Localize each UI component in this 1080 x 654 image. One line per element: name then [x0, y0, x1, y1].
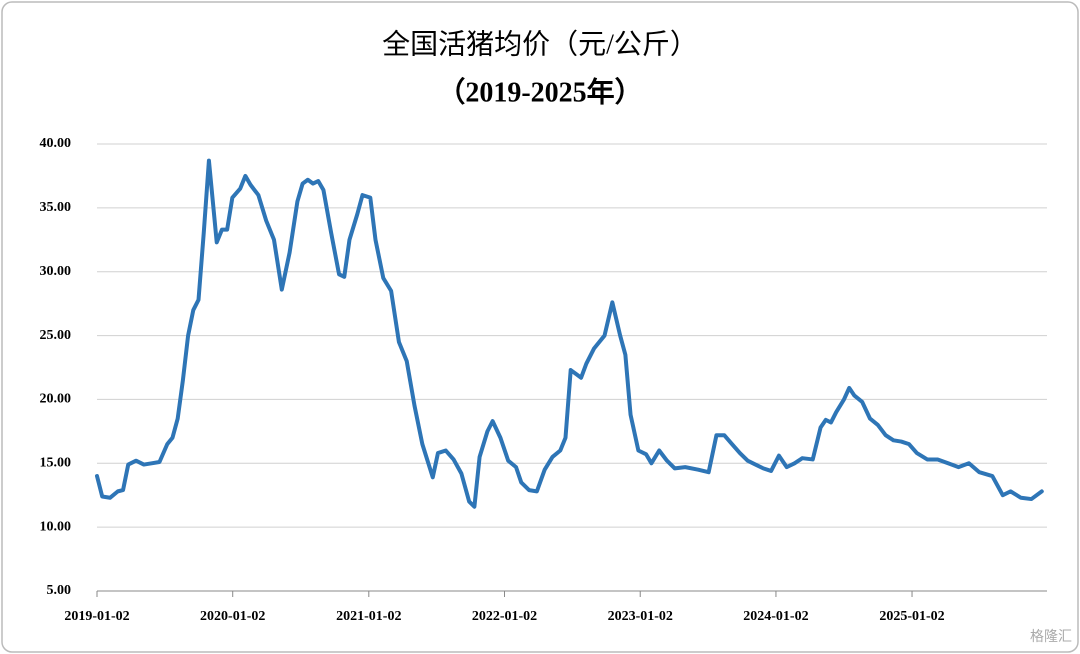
- x-tick-label: 2025-01-02: [879, 609, 944, 624]
- x-tick-label: 2020-01-02: [200, 609, 265, 624]
- x-tick-label: 2023-01-02: [608, 609, 673, 624]
- watermark: 格隆汇: [1030, 629, 1072, 645]
- line-series: [95, 158, 1044, 509]
- x-tick-label: 2021-01-02: [336, 609, 401, 624]
- y-tick-label: 5.00: [47, 583, 72, 598]
- y-tick-label: 25.00: [40, 328, 72, 343]
- y-tick-label: 10.00: [40, 519, 72, 534]
- x-tick-label: 2019-01-02: [64, 609, 129, 624]
- y-tick-label: 30.00: [40, 264, 72, 279]
- y-tick-label: 40.00: [40, 136, 72, 151]
- y-tick-label: 20.00: [40, 392, 72, 407]
- y-tick-label: 35.00: [40, 200, 72, 215]
- chart-subtitle: （2019-2025年）: [437, 75, 642, 108]
- x-tick-label: 2022-01-02: [472, 609, 537, 624]
- chart-title: 全国活猪均价（元/公斤）: [382, 28, 698, 60]
- x-tick-label: 2024-01-02: [743, 609, 808, 624]
- y-tick-label: 15.00: [40, 456, 72, 471]
